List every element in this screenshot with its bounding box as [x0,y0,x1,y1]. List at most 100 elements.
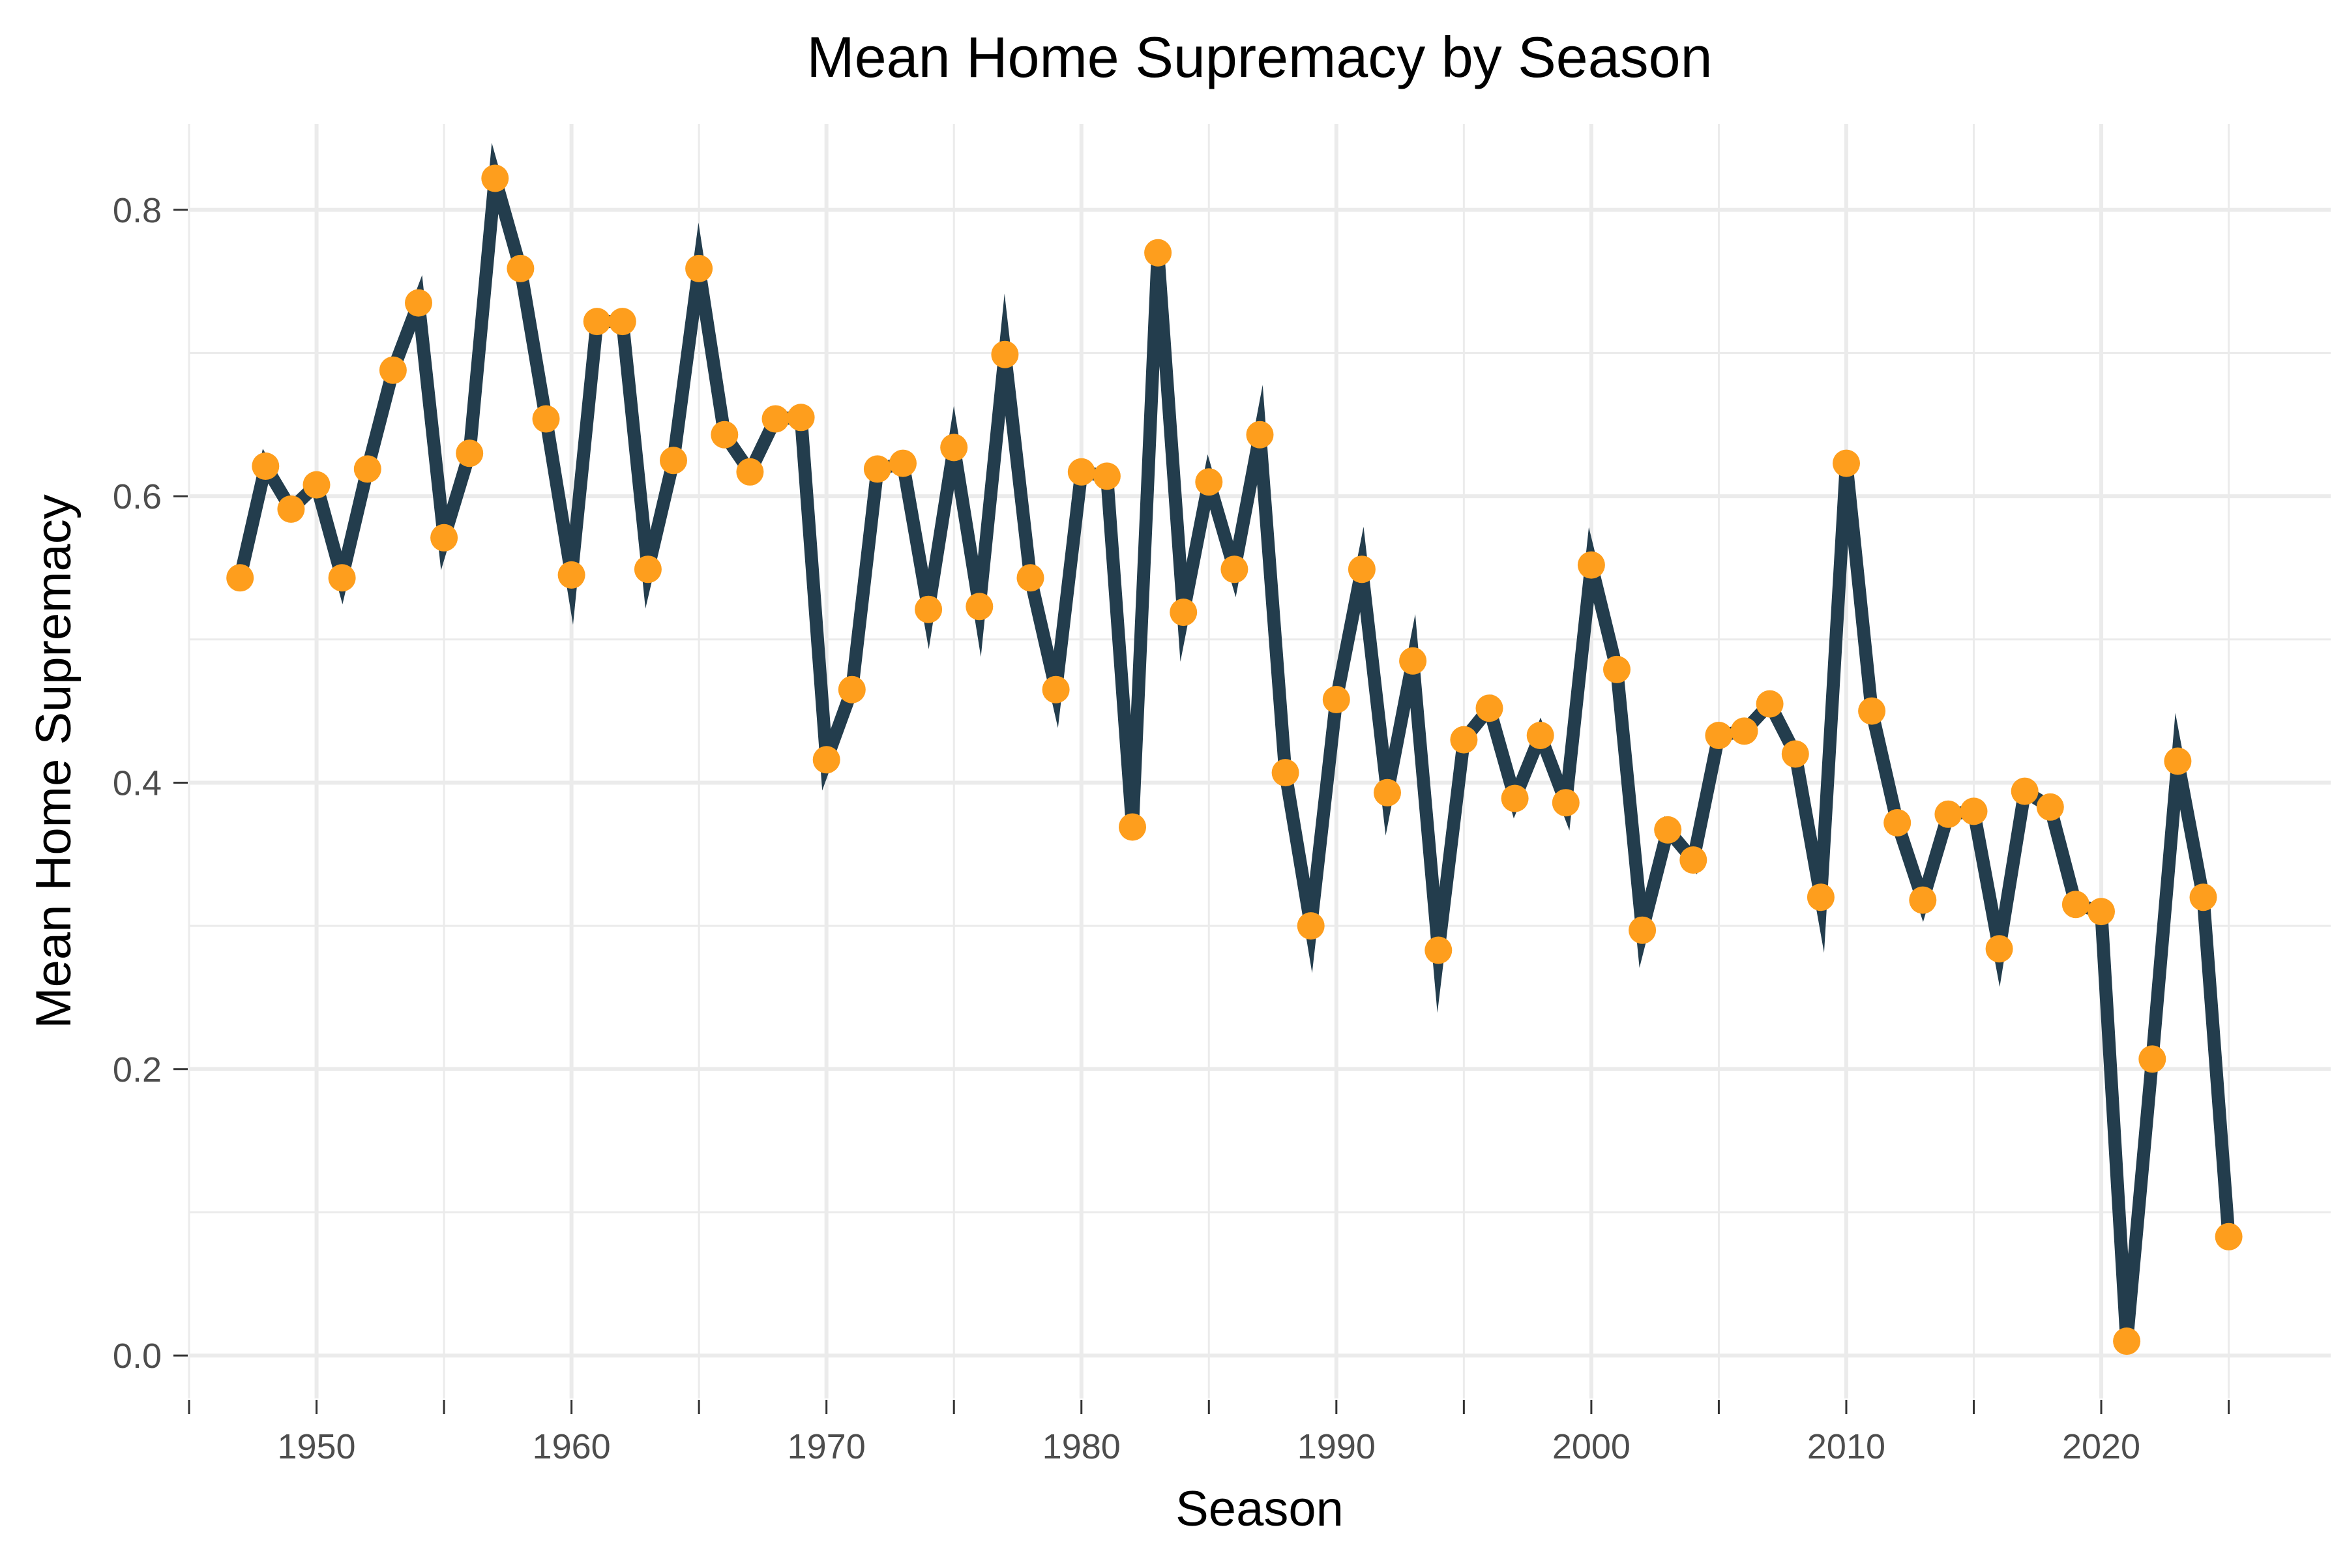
x-axis-title: Season [1175,1481,1344,1537]
data-point [1348,555,1376,584]
data-point [456,439,484,467]
x-tick-label: 1970 [788,1427,866,1466]
data-point [1374,778,1401,806]
data-point [2036,793,2064,821]
data-point [966,593,994,621]
data-point [2164,747,2192,775]
data-point [328,564,356,592]
data-point [1067,458,1095,486]
data-point [1475,694,1503,722]
data-point [940,434,968,462]
data-point [1246,421,1274,449]
data-point [812,746,840,774]
data-point [1833,449,1860,477]
data-point [991,340,1019,368]
data-point [583,308,611,336]
data-point [2011,777,2039,805]
y-tick-label: 0.2 [113,1050,162,1089]
data-point [1985,935,2013,963]
data-point [1501,784,1529,812]
data-point [2113,1327,2141,1355]
data-point [1730,717,1758,745]
data-point [1322,686,1350,713]
data-point [1629,916,1657,944]
gridlines [188,124,2331,1398]
data-point [430,524,458,552]
data-point [1170,599,1198,627]
x-tick-label: 1980 [1042,1427,1121,1466]
data-point [379,356,407,384]
data-point [277,495,305,523]
data-point [1119,813,1146,841]
data-point [557,561,585,589]
data-point [761,405,790,433]
data-point [1195,468,1223,496]
data-point [1271,759,1299,787]
data-point [838,675,866,703]
data-point [1807,883,1835,911]
data-point [915,595,943,623]
data-point [2088,898,2115,926]
x-tick-label: 1960 [533,1427,611,1466]
data-point [1603,655,1631,683]
data-point [1679,846,1707,874]
data-point [1450,726,1478,754]
data-point [1577,551,1605,579]
chart-title: Mean Home Supremacy by Season [806,25,1712,89]
data-point [1781,740,1809,768]
data-point [1960,797,1988,825]
x-tick-label: 1990 [1297,1427,1376,1466]
data-point [1016,564,1044,592]
data-point [660,447,687,475]
y-tick-label: 0.4 [113,763,162,803]
data-point [532,405,560,433]
data-point [1220,555,1248,584]
data-point [889,449,917,477]
data-point [634,555,662,584]
data-point [863,455,891,483]
data-point [608,308,636,336]
data-point [1399,647,1427,675]
data-point [405,289,432,317]
x-tick-label: 2020 [2062,1427,2140,1466]
data-point [1705,722,1733,749]
data-point [2215,1222,2243,1250]
data-point [353,455,381,483]
data-point [303,471,331,499]
data-point [1297,912,1325,940]
data-point [736,458,764,486]
data-point [787,404,815,432]
x-tick-label: 2000 [1552,1427,1631,1466]
y-tick-label: 0.8 [113,191,162,230]
data-point [1909,886,1937,914]
y-tick-label: 0.0 [113,1337,162,1376]
data-point [1934,800,1962,828]
data-point [1756,690,1784,718]
data-point [1144,239,1172,267]
data-point [481,164,509,192]
data-point [1552,789,1580,817]
x-tick-label: 2010 [1807,1427,1885,1466]
y-axis-ticks: 0.0 0.2 0.4 0.6 0.8 [113,191,188,1376]
data-point [1093,462,1121,490]
data-point [685,254,713,282]
data-point [252,452,280,480]
data-point [507,254,535,282]
data-point [711,421,739,449]
data-point [2061,891,2089,919]
data-point [1883,809,1912,836]
data-point [1858,697,1886,725]
data-point [226,564,254,592]
data-point [2138,1045,2166,1073]
data-point [1042,675,1070,703]
data-point [1654,816,1682,844]
data-point [1526,722,1554,749]
data-point [1424,936,1453,964]
x-tick-label: 1950 [277,1427,355,1466]
x-axis-ticks: 1950 1960 1970 1980 1990 2000 2010 2020 [188,1400,2230,1466]
y-tick-label: 0.6 [113,477,162,516]
data-point [2189,883,2217,911]
y-axis-title: Mean Home Supremacy [26,494,81,1028]
